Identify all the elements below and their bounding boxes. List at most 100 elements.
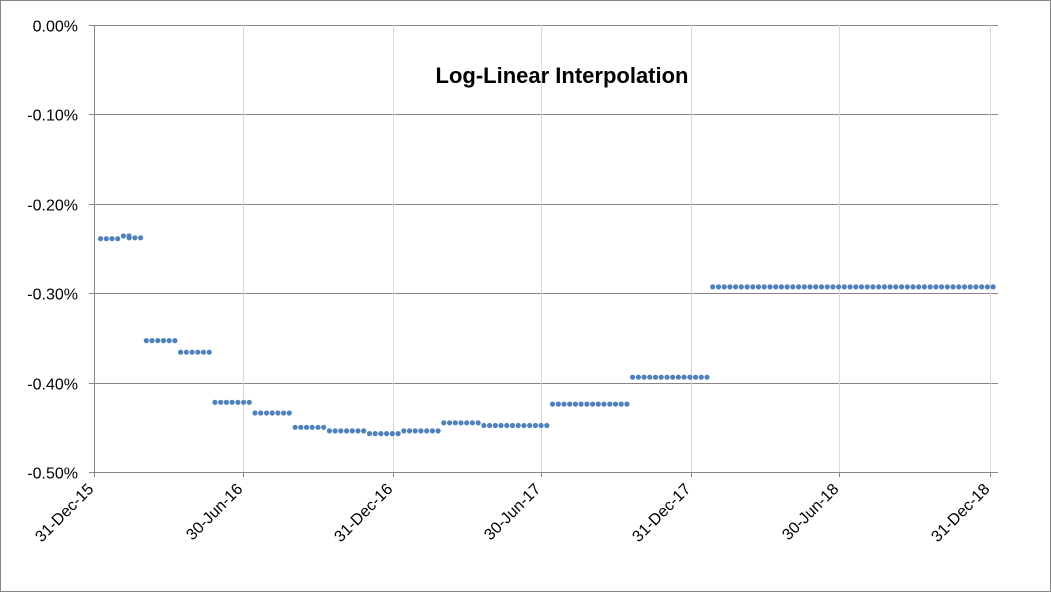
data-point (841, 284, 847, 290)
data-point (527, 422, 533, 429)
data-point (956, 284, 962, 290)
data-point (881, 284, 888, 290)
data-point (618, 401, 624, 407)
data-point (904, 284, 910, 290)
data-point (790, 284, 796, 290)
data-point (178, 349, 184, 355)
data-point (853, 284, 859, 290)
x-tick-label: 31-Dec-16 (331, 481, 396, 546)
data-point (252, 410, 258, 416)
data-point (160, 338, 167, 344)
data-point (858, 284, 865, 290)
y-tick-label: -0.10% (27, 108, 78, 125)
data-point (555, 401, 561, 407)
data-point (498, 422, 504, 429)
data-point (664, 374, 670, 380)
data-point (155, 338, 161, 344)
data-point (887, 284, 893, 290)
data-point (549, 401, 556, 407)
axes (89, 25, 998, 477)
y-tick-label: -0.50% (27, 466, 78, 483)
data-point (292, 424, 298, 430)
data-point (561, 401, 567, 407)
data-point (120, 233, 126, 239)
data-point (807, 284, 813, 290)
y-tick-label: -0.30% (27, 287, 78, 304)
data-point (595, 401, 601, 407)
x-tick-label: 30-Jun-18 (779, 481, 842, 544)
data-point (641, 374, 647, 380)
data-point (338, 428, 344, 434)
data-point (521, 422, 527, 429)
data-point (509, 422, 516, 429)
data-point (263, 410, 270, 416)
data-point (584, 401, 590, 407)
data-point (710, 284, 716, 290)
data-point (973, 284, 979, 290)
data-point (744, 284, 750, 290)
data-point (990, 284, 996, 290)
data-point (916, 284, 922, 290)
data-point (824, 284, 830, 290)
data-point (469, 420, 475, 426)
data-point (447, 420, 453, 426)
data-point (241, 399, 247, 405)
data-point (704, 374, 710, 380)
data-point (303, 424, 310, 430)
data-point (344, 428, 350, 434)
data-point (246, 399, 252, 405)
data-point (189, 349, 195, 355)
data-point (658, 374, 664, 380)
data-point (275, 410, 281, 416)
data-point (435, 428, 441, 434)
x-tick-label: 30-Jun-17 (481, 481, 544, 544)
data-point (412, 428, 418, 434)
data-point (784, 284, 790, 290)
data-point (103, 236, 109, 242)
data-point (870, 284, 876, 290)
data-point (670, 374, 676, 380)
data-point (458, 420, 464, 426)
data-point (212, 399, 218, 405)
data-point (950, 284, 956, 290)
data-point (687, 374, 693, 380)
x-tick-labels: 31-Dec-15 30-Jun-16 31-Dec-16 30-Jun-17 31-D… (32, 481, 993, 546)
data-point (315, 424, 321, 430)
data-point (767, 284, 773, 290)
data-point (424, 428, 430, 434)
data-point (727, 284, 733, 290)
y-tick-label: 0.00% (33, 19, 78, 36)
data-point (698, 374, 704, 380)
y-tick-label: -0.40% (27, 377, 78, 394)
data-point (143, 338, 149, 344)
data-point (984, 284, 991, 290)
data-point (429, 428, 435, 434)
data-point (384, 431, 390, 437)
data-point (830, 284, 836, 290)
data-point (418, 428, 424, 434)
data-point (864, 284, 870, 290)
data-point (847, 284, 853, 290)
data-point (967, 284, 973, 290)
x-tick-label: 31-Dec-15 (32, 481, 97, 546)
data-point (927, 284, 933, 290)
y-tick-label: -0.20% (27, 198, 78, 215)
data-point (675, 374, 682, 380)
data-points (97, 233, 996, 437)
data-point (406, 428, 413, 434)
data-point (693, 374, 699, 380)
data-point (612, 401, 619, 407)
data-point (761, 284, 767, 290)
data-point (590, 401, 596, 407)
data-point (492, 422, 498, 429)
data-point (464, 420, 470, 426)
data-point (532, 422, 539, 429)
x-tick-label: 31-Dec-18 (928, 481, 993, 546)
data-point (321, 424, 327, 430)
data-point (778, 284, 785, 290)
data-point (961, 284, 968, 290)
data-point (876, 284, 882, 290)
data-point (721, 284, 727, 290)
data-point (630, 374, 636, 380)
